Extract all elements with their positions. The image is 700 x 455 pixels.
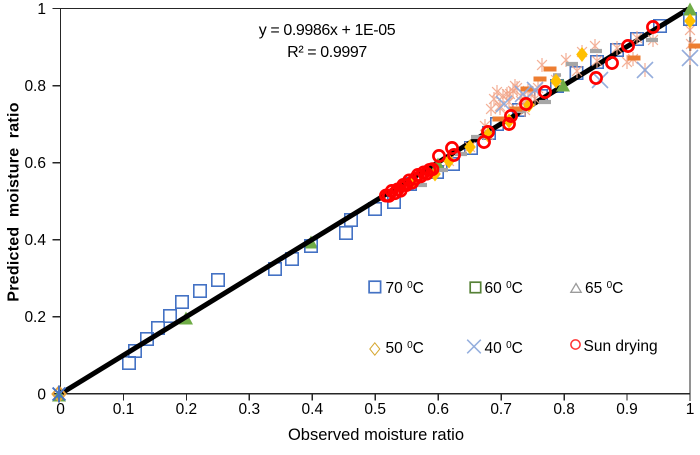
- svg-text:50 0C: 50 0C: [386, 340, 424, 357]
- svg-text:0.8: 0.8: [24, 78, 46, 95]
- svg-text:0.2: 0.2: [176, 401, 198, 418]
- svg-text:70 0C: 70 0C: [386, 280, 424, 297]
- svg-text:40 0C: 40 0C: [485, 340, 523, 357]
- svg-text:Predicted moisture ratio: Predicted moisture ratio: [6, 102, 23, 301]
- svg-text:0: 0: [37, 386, 46, 403]
- svg-text:1: 1: [37, 1, 46, 18]
- svg-text:R² = 0.9997: R² = 0.9997: [287, 44, 367, 61]
- svg-text:60 0C: 60 0C: [485, 280, 523, 297]
- svg-text:1: 1: [686, 401, 695, 418]
- svg-text:0.4: 0.4: [302, 401, 324, 418]
- svg-text:Sun drying: Sun drying: [584, 338, 658, 355]
- svg-text:0.9: 0.9: [616, 401, 638, 418]
- svg-text:0.5: 0.5: [364, 401, 386, 418]
- svg-text:0: 0: [56, 401, 65, 418]
- svg-text:0.8: 0.8: [553, 401, 575, 418]
- svg-text:y = 0.9986x + 1E-05: y = 0.9986x + 1E-05: [259, 22, 396, 39]
- svg-text:65 0C: 65 0C: [585, 280, 623, 297]
- svg-text:0.6: 0.6: [24, 155, 46, 172]
- svg-text:0.3: 0.3: [239, 401, 261, 418]
- svg-text:0.4: 0.4: [24, 232, 46, 249]
- svg-text:0.2: 0.2: [24, 309, 46, 326]
- svg-text:Observed moisture ratio: Observed moisture ratio: [288, 426, 464, 444]
- svg-text:0.6: 0.6: [427, 401, 449, 418]
- svg-text:0.1: 0.1: [113, 401, 135, 418]
- svg-text:0.7: 0.7: [490, 401, 512, 418]
